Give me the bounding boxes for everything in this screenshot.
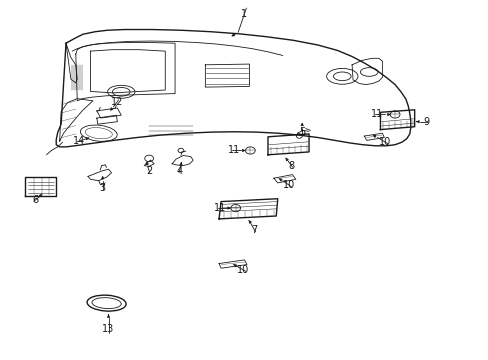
Text: 11: 11 <box>370 109 383 120</box>
Text: 12: 12 <box>111 96 123 107</box>
Text: 9: 9 <box>423 117 428 127</box>
Text: 5: 5 <box>299 127 305 138</box>
Text: 10: 10 <box>283 180 295 190</box>
Text: 14: 14 <box>73 136 85 146</box>
Text: 2: 2 <box>146 166 152 176</box>
Text: 11: 11 <box>213 203 226 213</box>
Text: 13: 13 <box>102 324 115 334</box>
Text: 11: 11 <box>227 145 240 156</box>
Text: 8: 8 <box>288 161 294 171</box>
Text: 10: 10 <box>378 137 391 147</box>
Text: 7: 7 <box>251 225 257 235</box>
Text: 3: 3 <box>100 183 105 193</box>
Text: 4: 4 <box>176 166 182 176</box>
Text: 6: 6 <box>32 195 38 205</box>
Text: 1: 1 <box>241 9 247 19</box>
Text: 10: 10 <box>237 265 249 275</box>
